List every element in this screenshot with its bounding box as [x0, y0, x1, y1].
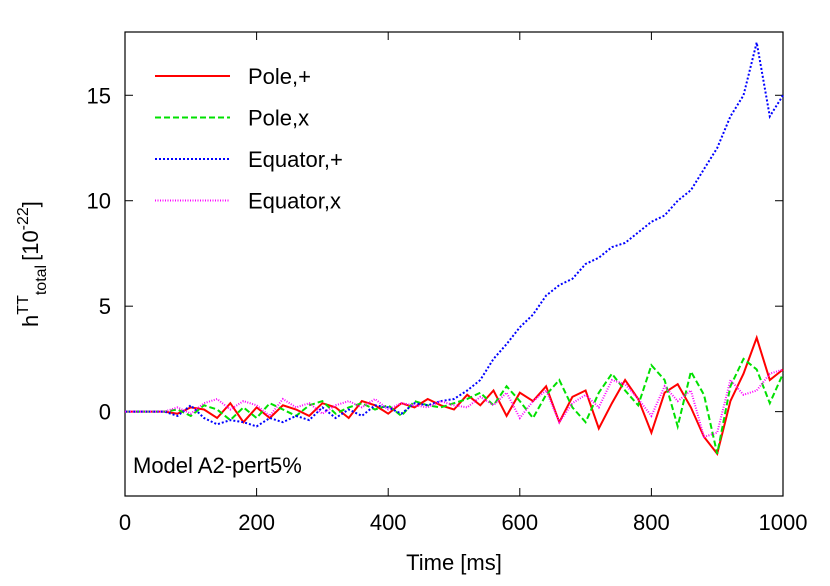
legend-label: Equator,x: [248, 189, 341, 214]
y-label-unit-sup: -22: [15, 207, 32, 230]
annotation: Model A2-pert5%: [133, 453, 302, 478]
y-label-close: ]: [18, 201, 43, 207]
x-tick-label: 200: [238, 510, 275, 535]
x-tick-label: 600: [501, 510, 538, 535]
plot-frame: [124, 31, 784, 497]
y-label-base: h: [18, 315, 43, 327]
legend-label: Pole,+: [248, 64, 311, 89]
x-tick-label: 400: [370, 510, 407, 535]
data-line: [125, 357, 784, 455]
y-label-sub: total: [33, 265, 50, 295]
y-tick-label: 5: [99, 294, 111, 319]
y-tick-label: 10: [87, 189, 111, 214]
x-tick-label: 0: [119, 510, 131, 535]
y-label-sup: TT: [15, 295, 32, 315]
legend-label: Equator,+: [248, 147, 343, 172]
y-label-unit: [10: [18, 230, 43, 261]
x-tick-label: 800: [633, 510, 670, 535]
data-line: [125, 42, 784, 428]
y-tick-label: 15: [87, 83, 111, 108]
data-line: [125, 368, 784, 439]
x-axis-label: Time [ms]: [406, 550, 502, 575]
data-line: [125, 334, 784, 457]
y-tick-label: 0: [99, 400, 111, 425]
legend-label: Pole,x: [248, 106, 309, 131]
x-tick-label: 1000: [759, 510, 808, 535]
y-axis-label: hTTtotal [10-22]: [15, 201, 50, 327]
